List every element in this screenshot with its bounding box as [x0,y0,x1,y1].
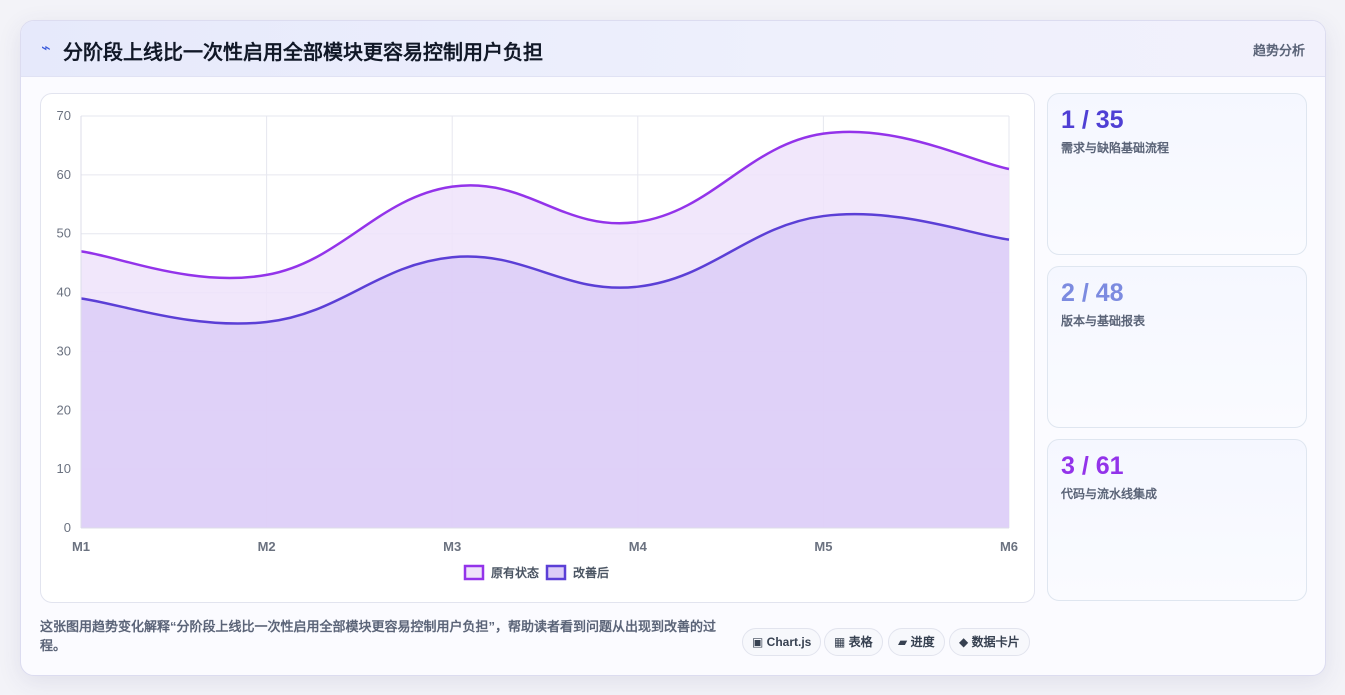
series-line-1 [80,130,1010,280]
stat-value: 3 / 61 [1061,452,1124,480]
y-tick-label: 60 [57,167,71,182]
stat-card-3: 3 / 61 代码与流水线集成 [1047,439,1307,601]
pill-data-cards[interactable]: ◆ 数据卡片 [949,628,1030,656]
page-title: 分阶段上线比一次性启用全部模块更容易控制用户负担 [63,42,543,64]
stat-label: 代码与流水线集成 [1061,487,1158,501]
pill-table[interactable]: ▦ 表格 [824,628,883,656]
legend-swatch [545,564,567,581]
chart-panel: 0 10 20 30 40 50 60 70 M1 M2 M3 M4 M5 M6 原有状态 改善后 [40,93,1035,603]
header-tag: 趋势分析 [1252,43,1305,58]
series-area-2 [81,214,1009,528]
y-tick-label: 10 [57,461,71,476]
main-card: ⌁ 分阶段上线比一次性启用全部模块更容易控制用户负担 趋势分析 0 10 20 30 4… [20,20,1326,676]
stat-card-2: 2 / 48 版本与基础报表 [1047,266,1307,428]
legend-label: 改善后 [573,565,609,580]
stat-label: 版本与基础报表 [1061,314,1146,328]
area-chart: 0 10 20 30 40 50 60 70 M1 M2 M3 M4 M5 M6 原有状态 改善后 [57,108,1018,581]
stat-label: 需求与缺陷基础流程 [1061,141,1170,155]
pill-chartjs[interactable]: ▣ Chart.js [742,628,822,656]
stat-card-1: 1 / 35 需求与缺陷基础流程 [1047,93,1307,255]
legend-swatch [463,564,485,581]
x-tick-label: M3 [443,539,461,554]
stat-value: 2 / 48 [1061,279,1124,307]
card-header: ⌁ 分阶段上线比一次性启用全部模块更容易控制用户负担 趋势分析 [21,21,1325,77]
y-tick-label: 30 [57,343,71,358]
y-tick-label: 20 [57,402,71,417]
x-tick-label: M2 [258,539,276,554]
y-tick-label: 0 [64,520,71,535]
y-tick-label: 40 [57,285,71,300]
x-tick-label: M5 [814,539,832,554]
x-tick-label: M4 [629,539,648,554]
pill-progress[interactable]: ▰ 进度 [888,628,945,656]
x-tick-label: M1 [72,539,90,554]
chart-description: 这张图用趋势变化解释“分阶段上线比一次性启用全部模块更容易控制用户负担”，帮助读… [40,619,717,653]
legend-label: 原有状态 [491,565,539,580]
series-line-2 [80,212,1010,325]
y-tick-label: 50 [57,226,71,241]
zap-icon: ⌁ [41,38,51,57]
stat-value: 1 / 35 [1061,106,1124,134]
y-tick-label: 70 [57,108,71,123]
x-tick-label: M6 [1000,539,1018,554]
